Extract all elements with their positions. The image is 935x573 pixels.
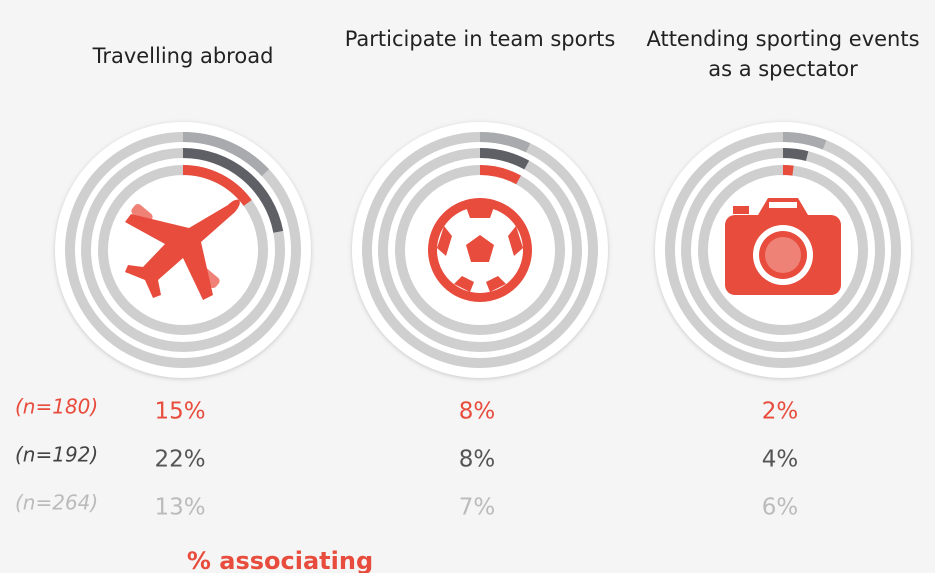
plane-icon	[125, 199, 240, 300]
radial-bar	[479, 148, 530, 170]
value-label: 8%	[459, 447, 496, 473]
series-label: (n=264)	[15, 491, 98, 515]
radial-bar	[479, 165, 521, 185]
value-label: 2%	[762, 399, 799, 425]
category-title: Participate in team sports	[344, 27, 616, 51]
camera-icon	[725, 198, 841, 295]
value-label: 8%	[459, 399, 496, 425]
value-label: 13%	[154, 495, 205, 521]
value-label: 7%	[459, 495, 496, 521]
radial-bar	[782, 132, 827, 150]
category-title: Attending sporting events as a spectator	[646, 27, 920, 81]
series-label: (n=180)	[15, 395, 98, 419]
category-title: Travelling abroad	[92, 44, 274, 68]
icons	[125, 198, 841, 302]
ball-icon	[428, 198, 532, 302]
radial-bar	[479, 132, 531, 153]
value-label: 22%	[154, 447, 205, 473]
radial-bar	[182, 148, 284, 233]
value-label: 4%	[762, 447, 799, 473]
radial-bar	[782, 148, 809, 161]
radial-bar	[182, 132, 270, 177]
radial-bar	[782, 165, 794, 176]
value-label: 6%	[762, 495, 799, 521]
value-label: 15%	[154, 399, 205, 425]
radial-bar	[182, 165, 252, 207]
note: % associating	[187, 547, 373, 573]
series-label: (n=192)	[15, 443, 98, 467]
